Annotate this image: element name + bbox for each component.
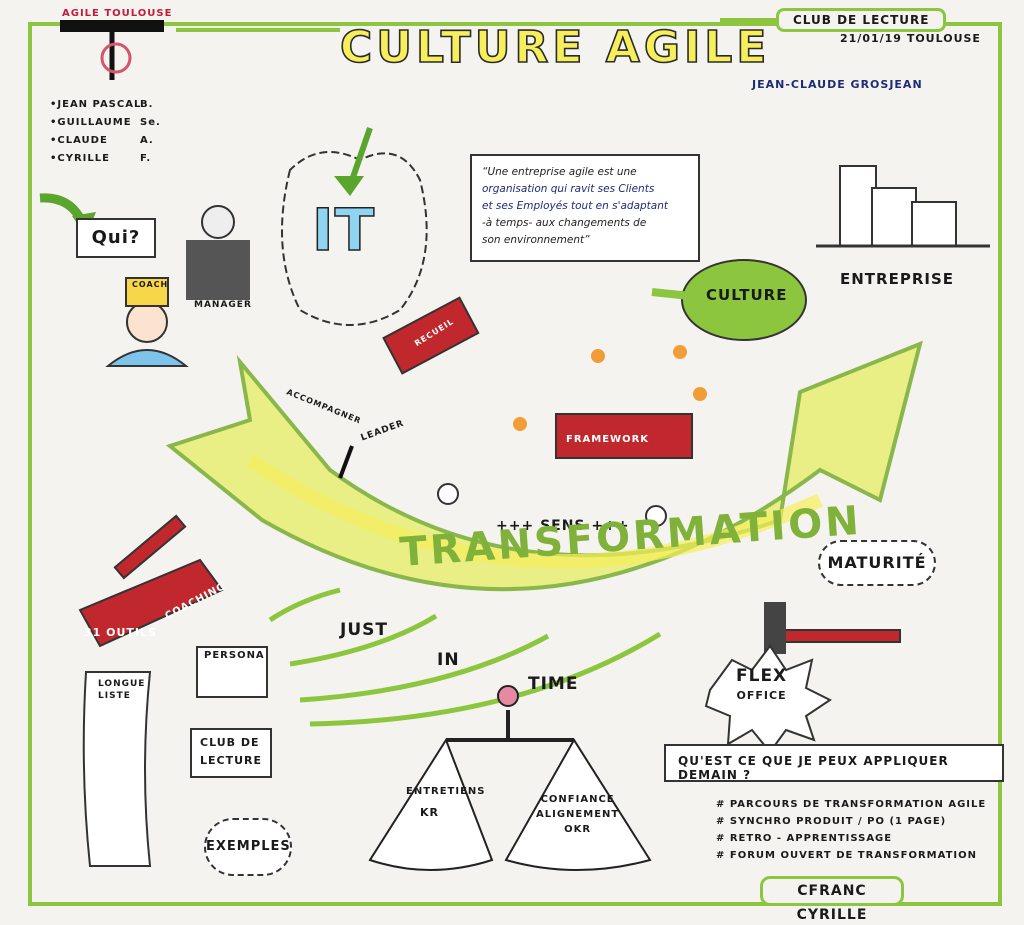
action-list: # PARCOURS DE TRANSFORMATION AGILE # SYN… <box>716 796 986 864</box>
signature-badge: CFRANC CYRILLE <box>760 876 904 906</box>
can-spout <box>652 292 690 296</box>
persona-box: PERSONA <box>196 646 268 698</box>
framework-label: FRAMEWORK <box>566 434 649 445</box>
action-item: # SYNCHRO PRODUIT / PO (1 PAGE) <box>716 813 986 830</box>
question-box: QU'EST CE QUE JE PEUX APPLIQUER DEMAIN ? <box>664 744 1004 782</box>
scale-top <box>498 686 518 706</box>
team-names: •JEAN PASCAL •GUILLAUME •CLAUDE •CYRILLE <box>50 96 141 168</box>
confiance-line: ALIGNEMENT <box>536 807 619 822</box>
action-item: # RETRO - APPRENTISSAGE <box>716 830 986 847</box>
flex-office: FLEX OFFICE <box>736 666 787 706</box>
entreprise-label: ENTREPRISE <box>840 270 954 288</box>
building-2 <box>872 188 916 246</box>
club-lecture-line: LECTURE <box>200 752 262 770</box>
longue-liste: LONGUE LISTE <box>98 678 145 702</box>
quote-line: “Une entreprise agile est une <box>482 164 688 181</box>
toolbox-handle <box>115 516 185 578</box>
club-lecture-box: CLUB DE LECTURE <box>190 728 272 778</box>
hammer-handle <box>784 630 900 642</box>
pin-1 <box>438 484 458 504</box>
team-initial: B. <box>140 96 161 114</box>
confiance-label: CONFIANCE ALIGNEMENT OKR <box>536 792 619 837</box>
culture-label: CULTURE <box>706 286 787 304</box>
manager-body <box>186 240 250 300</box>
confiance-line: CONFIANCE <box>536 792 619 807</box>
flower-4 <box>513 417 527 431</box>
entretiens-label: ENTRETIENS <box>406 786 486 797</box>
quote-line: -à temps- aux changements de <box>482 215 688 232</box>
coach-head <box>127 302 167 342</box>
coach-body <box>108 350 186 366</box>
action-item: # PARCOURS DE TRANSFORMATION AGILE <box>716 796 986 813</box>
quote-line: et ses Employés tout en s'adaptant <box>482 198 688 215</box>
longue-liste-line: LISTE <box>98 690 145 702</box>
just-label: JUST <box>340 620 388 640</box>
date-city: TOULOUSE <box>907 32 981 45</box>
coach-label: COACH <box>132 280 168 289</box>
quote-line: son environnement” <box>482 232 688 249</box>
manager-label: MANAGER <box>194 300 252 310</box>
toolbox-count: 31 OUTILS <box>84 626 157 639</box>
team-name: •CYRILLE <box>50 150 141 168</box>
longue-liste-line: LONGUE <box>98 678 145 690</box>
in-label: IN <box>437 650 460 670</box>
exemples-cloud: EXEMPLES <box>204 818 292 876</box>
author-name: JEAN-CLAUDE GROSJEAN <box>752 78 923 91</box>
it-arrowhead <box>334 176 364 196</box>
flower-3 <box>693 387 707 401</box>
manager-head <box>202 206 234 238</box>
team-name: •JEAN PASCAL <box>50 96 141 114</box>
team-initial: Se. <box>140 114 161 132</box>
flex-label: FLEX <box>736 666 787 686</box>
page-title: CULTURE AGILE <box>340 22 770 73</box>
jit-arrow-1 <box>270 590 340 620</box>
maturite-cloud: MATURITÉ <box>818 540 936 586</box>
logo-text: AGILE TOULOUSE <box>62 8 172 19</box>
club-lecture-line: CLUB DE <box>200 734 262 752</box>
team-initials: B. Se. A. F. <box>140 96 161 168</box>
flower-1 <box>591 349 605 363</box>
kr-label: KR <box>420 806 439 819</box>
event-date: 21/01/19 TOULOUSE <box>840 32 981 45</box>
team-initial: F. <box>140 150 161 168</box>
confiance-line: OKR <box>536 822 619 837</box>
agile-quote: “Une entreprise agile est une organisati… <box>470 154 700 262</box>
action-item: # FORUM OUVERT DE TRANSFORMATION <box>716 847 986 864</box>
time-label: TIME <box>528 674 578 694</box>
building-1 <box>840 166 876 246</box>
date-value: 21/01/19 <box>840 32 902 45</box>
logo-circle <box>102 44 130 72</box>
scale-left <box>370 740 492 870</box>
building-3 <box>912 202 956 246</box>
office-label: OFFICE <box>736 686 787 706</box>
team-name: •GUILLAUME <box>50 114 141 132</box>
quote-line: organisation qui ravit ses Clients <box>482 181 688 198</box>
hammer-head <box>764 602 786 654</box>
qui-box: Qui? <box>76 218 156 258</box>
it-label: IT <box>312 196 375 264</box>
club-badge: CLUB DE LECTURE <box>776 8 946 32</box>
team-name: •CLAUDE <box>50 132 141 150</box>
team-initial: A. <box>140 132 161 150</box>
leader-figure <box>340 446 352 478</box>
flower-2 <box>673 345 687 359</box>
